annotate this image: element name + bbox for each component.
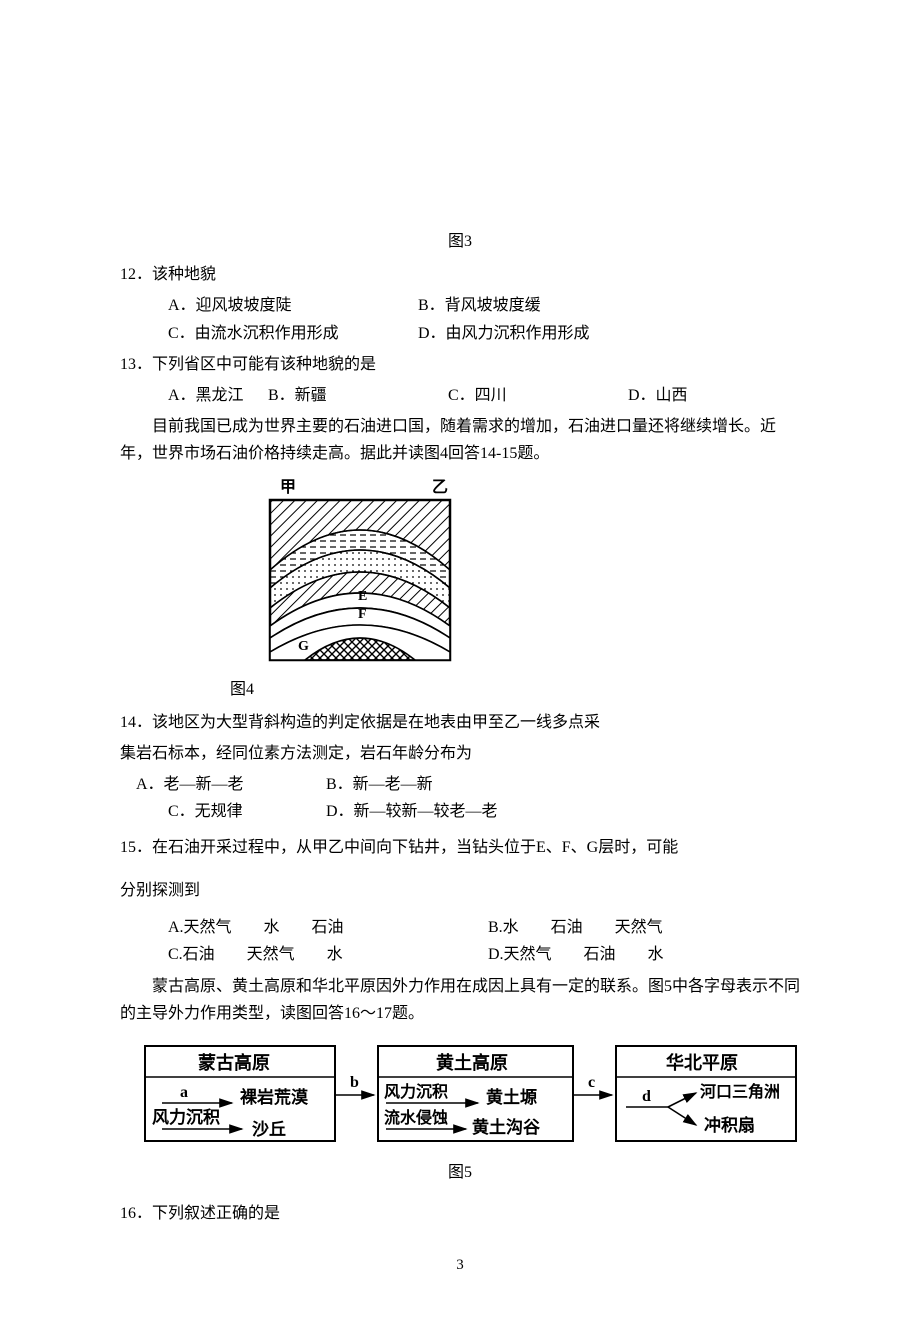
fig5-arrow-b: b [350, 1074, 359, 1091]
q12-options: A．迎风坡坡度陡 B．背风坡坡度缓 C．由流水沉积作用形成 D．由风力沉积作用形… [168, 292, 800, 346]
q14-opt-d: D．新—较新—较老—老 [326, 798, 498, 825]
fig5-b2-title: 黄土高原 [436, 1052, 508, 1073]
fig5-b3-d: d [642, 1088, 651, 1105]
fig3-label: 图3 [120, 228, 800, 255]
q13-opt-b: B．新疆 [268, 382, 448, 409]
figure-4: 甲 乙 E F G [260, 478, 800, 668]
fig4-label: 图4 [230, 676, 800, 703]
q14-stem-1: 14．该地区为大型背斜构造的判定依据是在地表由甲至乙一线多点采 [120, 709, 800, 736]
q12-stem: 12．该种地貌 [120, 261, 800, 288]
fig5-b2-l1: 风力沉积 [384, 1082, 448, 1101]
q15-options: A.天然气 水 石油 B.水 石油 天然气 C.石油 天然气 水 D.天然气 石… [168, 914, 800, 968]
fig4-top-left: 甲 [280, 478, 296, 496]
q14-opt-c: C．无规律 [168, 798, 326, 825]
fig5-b3-title: 华北平原 [666, 1052, 738, 1073]
fig5-arrow-c: c [588, 1074, 595, 1091]
q12-opt-a: A．迎风坡坡度陡 [168, 292, 418, 319]
intro-14-15: 目前我国已成为世界主要的石油进口国，随着需求的增加，石油进口量还将继续增长。近年… [120, 413, 800, 467]
fig5-b1-r1: 裸岩荒漠 [240, 1087, 309, 1107]
q15-opt-b: B.水 石油 天然气 [488, 914, 663, 941]
fig5-b3-r2: 冲积扇 [704, 1115, 755, 1135]
fig5-b1-title: 蒙古高原 [198, 1052, 270, 1073]
fig5-b2-r2: 黄土沟谷 [472, 1117, 541, 1137]
fig5-b2-l2: 流水侵蚀 [384, 1108, 448, 1127]
q15-opt-c: C.石油 天然气 水 [168, 941, 488, 968]
q13-opt-d: D．山西 [628, 382, 688, 409]
fig5-b3-r1: 河口三角洲 [700, 1082, 780, 1101]
q12-opt-d: D．由风力沉积作用形成 [418, 320, 590, 347]
fig5-b2-r1: 黄土塬 [486, 1087, 537, 1107]
fig5-b1-l2: 风力沉积 [152, 1107, 220, 1127]
fig5-b1-a: a [180, 1084, 188, 1101]
fig4-G: G [298, 639, 309, 654]
q14-opt-b: B．新—老—新 [326, 771, 433, 798]
figure-5: 蒙古高原 a 裸岩荒漠 风力沉积 沙丘 b 黄土高原 风力沉积 黄土塬 流水侵蚀… [140, 1041, 800, 1151]
q15-stem-1: 15．在石油开采过程中，从甲乙中间向下钻井，当钻头位于E、F、G层时，可能 [120, 829, 800, 867]
q15-opt-d: D.天然气 石油 水 [488, 941, 664, 968]
fig4-E: E [358, 589, 367, 604]
blank-figure-space [120, 50, 800, 220]
q15-stem-2: 分别探测到 [120, 872, 800, 910]
fig5-label: 图5 [120, 1159, 800, 1186]
q14-options: A．老—新—老 B．新—老—新 C．无规律 D．新—较新—较老—老 [136, 771, 800, 825]
page-number: 3 [120, 1253, 800, 1279]
fig4-F: F [358, 607, 367, 622]
q13-opt-a: A．黑龙江 [168, 382, 268, 409]
q13-opt-c: C．四川 [448, 382, 628, 409]
q15-opt-a: A.天然气 水 石油 [168, 914, 488, 941]
intro-16-17: 蒙古高原、黄土高原和华北平原因外力作用在成因上具有一定的联系。图5中各字母表示不… [120, 973, 800, 1027]
q12-opt-b: B．背风坡坡度缓 [418, 292, 541, 319]
q14-stem-2: 集岩石标本，经同位素方法测定，岩石年龄分布为 [120, 740, 800, 767]
q13-stem: 13．下列省区中可能有该种地貌的是 [120, 351, 800, 378]
q16-stem: 16．下列叙述正确的是 [120, 1200, 800, 1227]
q12-opt-c: C．由流水沉积作用形成 [168, 320, 418, 347]
fig5-b1-r2: 沙丘 [252, 1120, 286, 1139]
fig4-top-right: 乙 [432, 479, 448, 496]
q14-opt-a: A．老—新—老 [136, 771, 326, 798]
q13-options: A．黑龙江 B．新疆 C．四川 D．山西 [168, 382, 800, 409]
